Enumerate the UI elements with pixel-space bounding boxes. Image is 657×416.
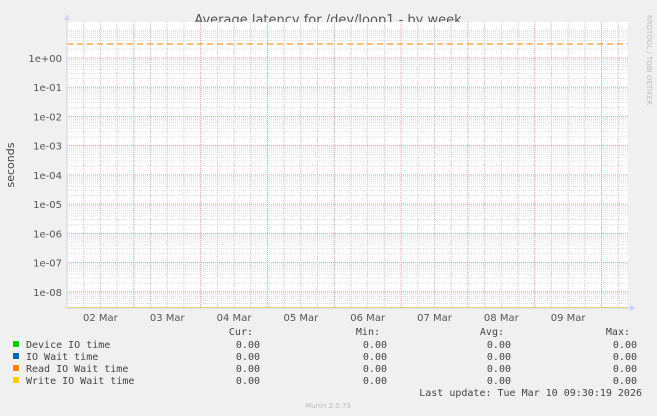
x-tick-label: 06 Mar bbox=[350, 313, 386, 324]
y-tick-label: 1e-03 bbox=[33, 142, 62, 153]
last-update: Last update: Tue Mar 10 09:30:19 2026 bbox=[419, 388, 642, 399]
y-tick-label: 1e-04 bbox=[33, 171, 62, 182]
y-axis-arrow bbox=[64, 14, 70, 20]
y-tick-label: 1e-01 bbox=[33, 83, 62, 94]
x-tick-label: 05 Mar bbox=[283, 313, 319, 324]
legend-swatch bbox=[13, 341, 19, 347]
legend-value: 0.00 bbox=[363, 364, 387, 375]
x-tick-label: 03 Mar bbox=[150, 313, 186, 324]
y-tick-label: 1e-02 bbox=[33, 112, 62, 123]
x-tick-label: 04 Mar bbox=[217, 313, 253, 324]
legend-value: 0.00 bbox=[236, 364, 260, 375]
legend-value: 0.00 bbox=[487, 352, 511, 363]
x-tick-label: 09 Mar bbox=[551, 313, 587, 324]
x-tick-label: 08 Mar bbox=[484, 313, 520, 324]
legend-value: 0.00 bbox=[363, 352, 387, 363]
x-axis-arrow bbox=[630, 305, 636, 311]
y-tick-label: 1e-08 bbox=[33, 288, 62, 299]
legend-value: 0.00 bbox=[613, 376, 637, 387]
legend-header: Avg: bbox=[480, 327, 504, 338]
legend-value: 0.00 bbox=[363, 376, 387, 387]
y-tick-label: 1e+00 bbox=[28, 54, 62, 65]
legend-value: 0.00 bbox=[363, 340, 387, 351]
legend-swatch bbox=[13, 353, 19, 359]
legend-value: 0.00 bbox=[487, 340, 511, 351]
legend-label: IO Wait time bbox=[26, 352, 98, 363]
y-tick-label: 1e-05 bbox=[33, 200, 62, 211]
legend-value: 0.00 bbox=[487, 376, 511, 387]
legend-value: 0.00 bbox=[487, 364, 511, 375]
legend-swatch bbox=[13, 365, 19, 371]
y-tick-label: 1e-06 bbox=[33, 229, 62, 240]
y-axis-label: seconds bbox=[4, 142, 17, 187]
legend-value: 0.00 bbox=[236, 376, 260, 387]
footer-version: Munin 2.0.73 bbox=[305, 402, 351, 410]
watermark: RRDTOOL / TOBI OETIKER bbox=[645, 15, 653, 105]
legend-value: 0.00 bbox=[236, 340, 260, 351]
legend-header: Max: bbox=[606, 327, 630, 338]
legend-label: Write IO Wait time bbox=[26, 376, 134, 387]
y-tick-label: 1e-07 bbox=[33, 259, 62, 270]
legend-value: 0.00 bbox=[613, 340, 637, 351]
legend-swatch bbox=[13, 377, 19, 383]
legend-value: 0.00 bbox=[613, 364, 637, 375]
legend-header: Min: bbox=[356, 327, 380, 338]
x-tick-label: 07 Mar bbox=[417, 313, 453, 324]
legend-label: Device IO time bbox=[26, 340, 110, 351]
legend-label: Read IO Wait time bbox=[26, 364, 128, 375]
legend-header: Cur: bbox=[229, 327, 253, 338]
legend-value: 0.00 bbox=[236, 352, 260, 363]
legend-value: 0.00 bbox=[613, 352, 637, 363]
x-tick-label: 02 Mar bbox=[83, 313, 119, 324]
